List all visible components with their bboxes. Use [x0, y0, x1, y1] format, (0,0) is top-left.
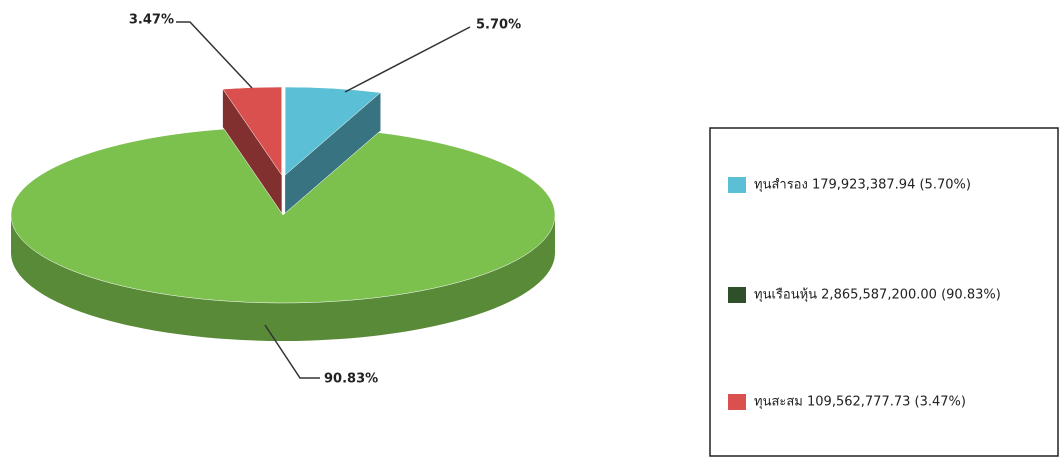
legend-label: ทุนสะสม 109,562,777.73 (3.47%) — [754, 395, 966, 410]
legend-label: ทุนเรือนหุ้น 2,865,587,200.00 (90.83%) — [754, 287, 1001, 303]
slice-wall — [222, 89, 282, 213]
legend-label: ทุนสำรอง 179,923,387.94 (5.70%) — [754, 178, 971, 193]
value-label: 3.47% — [129, 13, 174, 28]
value-label: 5.70% — [476, 18, 521, 33]
slice-side — [11, 215, 555, 341]
legend-swatch — [728, 287, 746, 303]
leader-line — [344, 26, 471, 93]
value-label: 90.83% — [324, 372, 378, 387]
leader-line — [264, 324, 320, 379]
legend-box — [709, 127, 1059, 457]
leader-line — [176, 21, 253, 89]
slice-wall — [285, 92, 381, 213]
slice — [10, 128, 556, 304]
legend-swatch — [728, 394, 746, 410]
legend-swatch — [728, 177, 746, 193]
slice — [284, 86, 382, 176]
